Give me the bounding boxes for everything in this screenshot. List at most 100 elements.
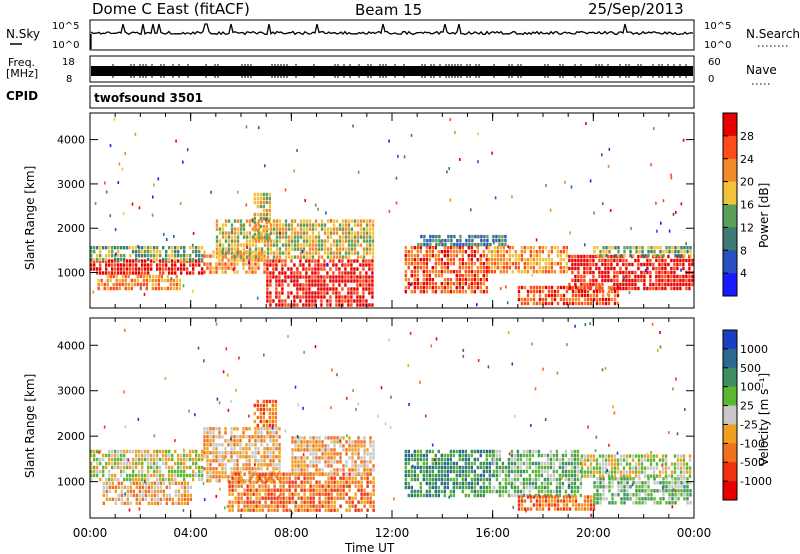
data-region xyxy=(404,449,494,498)
nsky-trace xyxy=(90,23,694,49)
data-region xyxy=(102,481,192,505)
ytick-label: 3000 xyxy=(57,178,85,191)
colorbar-tick-label: 24 xyxy=(740,153,754,166)
station-title: Dome C East (fitACF) xyxy=(92,0,250,18)
time-axis: 00:00 04:00 08:00 12:00 16:00 20:00 00:00 xyxy=(73,113,712,540)
colorbar-segment xyxy=(723,367,737,387)
colorbar-tick-label: 12 xyxy=(740,221,754,234)
ytick-label: 2000 xyxy=(57,222,85,235)
xtick-label: 04:00 xyxy=(173,526,208,540)
nsky-label: N.Sky xyxy=(6,27,40,41)
ytick-label: 3000 xyxy=(57,385,85,398)
colorbar-frame xyxy=(722,329,738,501)
ytick-label: 1000 xyxy=(57,267,85,280)
colorbar-tick-label: -500 xyxy=(740,456,765,469)
colorbar-segment xyxy=(723,348,737,369)
colorbar-segment xyxy=(723,424,737,444)
colorbar-tick-label: -100 xyxy=(740,437,765,450)
data-region xyxy=(492,449,583,498)
data-region xyxy=(228,472,375,512)
colorbar-tick-label: -25 xyxy=(740,418,758,431)
power-colorbar: 4 8 12 16 20 24 28 xyxy=(722,112,754,297)
data-region xyxy=(487,246,568,274)
freq-trace xyxy=(91,66,693,76)
nave-tick-bottom: 0 xyxy=(708,74,714,85)
colorbar-segment xyxy=(723,273,737,297)
colorbar-tick-label: 28 xyxy=(740,130,754,143)
nave-tick-top: 60 xyxy=(708,57,721,68)
data-region xyxy=(266,259,374,307)
colorbar-tick-label: 8 xyxy=(740,244,747,257)
freq-tick-top: 18 xyxy=(62,57,75,68)
ytick-label: 2000 xyxy=(57,430,85,443)
colorbar-tick-label: 25 xyxy=(740,400,754,413)
xtick-label: 20:00 xyxy=(576,526,611,540)
colorbar-segment xyxy=(723,481,737,501)
power-ylabel: Slant Range [km] xyxy=(23,166,37,270)
colorbar-tick-label: 1000 xyxy=(740,343,768,356)
nave-label: Nave xyxy=(746,63,777,77)
colorbar-segment xyxy=(723,227,737,251)
colorbar-segment xyxy=(723,386,737,406)
velocity-yticks: 1000 2000 3000 4000 xyxy=(57,339,694,489)
colorbar-segment xyxy=(723,204,737,228)
data-region xyxy=(580,454,692,478)
nsky-strip: N.Sky 10^5 10^0 10^5 10^0 N.Search xyxy=(6,19,800,51)
data-region xyxy=(417,234,507,247)
colorbar-tick-label: 500 xyxy=(740,362,761,375)
nsearch-tick-top: 10^5 xyxy=(704,21,731,32)
power-yticks: 1000 2000 3000 4000 xyxy=(57,134,694,280)
data-region xyxy=(291,436,375,476)
cpid-frame xyxy=(89,85,695,109)
colorbar-segment xyxy=(723,250,737,274)
colorbar-tick-label: 100 xyxy=(740,381,761,394)
date-title: 25/Sep/2013 xyxy=(588,0,684,18)
nave-trace xyxy=(112,64,687,78)
power-data-layer xyxy=(90,117,694,307)
beam-title: Beam 15 xyxy=(355,1,422,19)
xtick-label: 08:00 xyxy=(274,526,309,540)
freq-frame xyxy=(89,55,695,83)
freq-tick-bottom: 8 xyxy=(66,74,72,85)
data-region xyxy=(90,449,204,482)
xtick-label: 00:00 xyxy=(677,526,712,540)
colorbar-segment xyxy=(723,135,737,160)
colorbar-tick-label: 4 xyxy=(740,267,747,280)
ytick-label: 4000 xyxy=(57,339,85,352)
xtick-label: 12:00 xyxy=(375,526,410,540)
data-region xyxy=(568,254,694,291)
data-region xyxy=(90,259,204,275)
power-colorbar-label: Power [dB] xyxy=(757,183,771,248)
colorbar-segment xyxy=(723,181,737,205)
colorbar-tick-label: 16 xyxy=(740,199,754,212)
data-region xyxy=(593,477,692,505)
velocity-panel: 1000 2000 3000 4000 Slant Range [km] 1000 50… xyxy=(23,317,772,519)
velocity-ylabel: Slant Range [km] xyxy=(23,374,37,478)
ytick-label: 1000 xyxy=(57,476,85,489)
time-axis-label: Time UT xyxy=(344,541,395,554)
data-region xyxy=(517,495,596,511)
velocity-colorbar-label: Velocity [m s⁻¹] xyxy=(757,373,771,466)
data-region xyxy=(517,285,620,306)
colorbar-segment xyxy=(723,113,737,137)
power-panel: 1000 2000 3000 4000 Slant Range [km] 4 8 12 16… xyxy=(23,112,771,309)
nsky-frame xyxy=(89,19,695,51)
colorbar-tick-label: -1000 xyxy=(740,475,772,488)
data-region xyxy=(253,399,277,428)
freq-unit-label: [MHz] xyxy=(6,67,38,80)
velocity-colorbar: 1000 500 100 25 -25 -100 -500 -1000 xyxy=(722,329,772,501)
scatter-points xyxy=(92,117,693,307)
cpid-strip: CPID twofsound 3501 xyxy=(6,85,695,109)
cpid-value: twofsound 3501 xyxy=(94,91,203,105)
data-region xyxy=(593,246,692,258)
cpid-label: CPID xyxy=(6,89,38,103)
colorbar-segment xyxy=(723,158,737,182)
colorbar-segment xyxy=(723,462,737,482)
xtick-label: 00:00 xyxy=(73,526,108,540)
freq-label: Freq. xyxy=(8,56,35,69)
scatter-points xyxy=(98,322,686,517)
colorbar-tick-label: 20 xyxy=(740,176,754,189)
power-frame xyxy=(89,112,695,309)
data-region xyxy=(90,246,204,262)
